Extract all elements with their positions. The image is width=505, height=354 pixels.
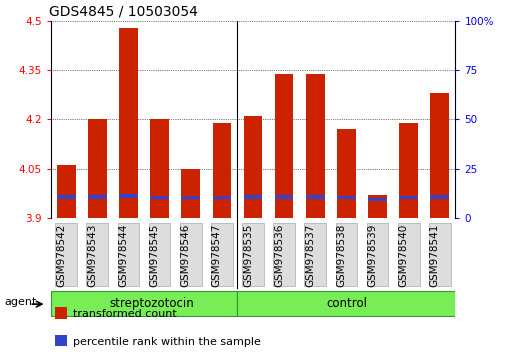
Bar [368,195,386,218]
Bar [274,195,293,199]
Bar [88,195,107,199]
Text: percentile rank within the sample: percentile rank within the sample [73,337,260,347]
FancyBboxPatch shape [366,223,388,286]
FancyBboxPatch shape [304,223,326,286]
FancyBboxPatch shape [211,223,232,286]
FancyBboxPatch shape [273,223,294,286]
Text: transformed count: transformed count [73,309,176,320]
Bar [336,196,355,199]
Text: control: control [325,297,366,310]
Text: GDS4845 / 10503054: GDS4845 / 10503054 [48,5,197,19]
FancyBboxPatch shape [50,291,237,316]
Text: GSM978543: GSM978543 [87,223,97,287]
Bar [398,196,417,199]
Bar [150,196,169,199]
Bar [119,194,137,198]
Bar [243,116,262,218]
Bar [57,165,75,218]
Bar [306,195,324,199]
FancyBboxPatch shape [397,223,419,286]
FancyBboxPatch shape [179,223,201,286]
Text: GSM978536: GSM978536 [274,223,284,287]
Text: GSM978540: GSM978540 [398,223,408,287]
Bar [150,120,169,218]
Bar [181,169,199,218]
Text: agent: agent [4,297,36,307]
Text: GSM978537: GSM978537 [305,223,315,287]
Bar [430,195,448,199]
Text: GSM978539: GSM978539 [367,223,377,287]
Text: GSM978535: GSM978535 [242,223,252,287]
Bar [398,123,417,218]
Bar [119,28,137,218]
Bar [212,196,231,199]
Bar [368,198,386,201]
Text: GSM978546: GSM978546 [180,223,190,287]
Text: GSM978545: GSM978545 [149,223,159,287]
Bar [88,120,107,218]
Text: GSM978547: GSM978547 [212,223,221,287]
Bar [306,74,324,218]
FancyBboxPatch shape [428,223,450,286]
FancyBboxPatch shape [241,223,264,286]
Text: GSM978541: GSM978541 [429,223,439,287]
Bar [181,196,199,199]
Bar [274,74,293,218]
FancyBboxPatch shape [55,223,77,286]
Bar [430,93,448,218]
FancyBboxPatch shape [237,291,454,316]
FancyBboxPatch shape [335,223,357,286]
Bar [212,123,231,218]
FancyBboxPatch shape [117,223,139,286]
Bar [57,195,75,199]
Text: streptozotocin: streptozotocin [109,297,194,310]
Bar [336,129,355,218]
Text: GSM978538: GSM978538 [336,223,346,287]
Bar [243,195,262,199]
FancyBboxPatch shape [148,223,170,286]
FancyBboxPatch shape [86,223,108,286]
Text: GSM978544: GSM978544 [118,223,128,287]
Bar [55,308,67,319]
Bar [55,335,67,346]
Text: GSM978542: GSM978542 [56,223,66,287]
